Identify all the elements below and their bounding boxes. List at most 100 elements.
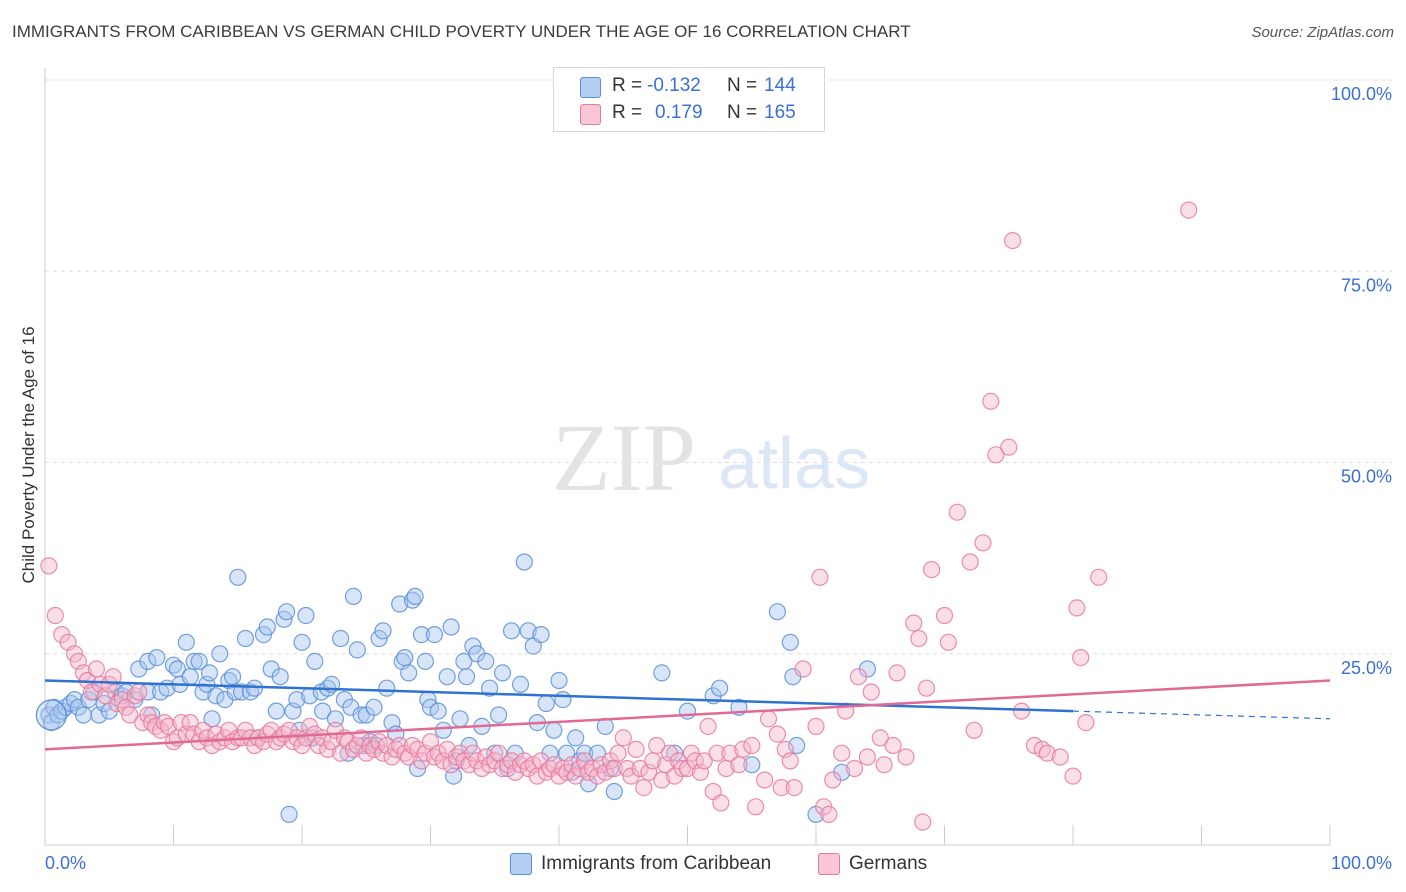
point-germans bbox=[152, 721, 170, 739]
point-germans bbox=[858, 748, 877, 766]
point-germans bbox=[631, 759, 649, 778]
point-caribbean bbox=[293, 633, 311, 651]
point-germans bbox=[965, 721, 983, 739]
point-germans bbox=[845, 759, 864, 778]
point-germans bbox=[917, 679, 936, 697]
point-germans bbox=[721, 744, 739, 762]
point-germans bbox=[1003, 232, 1022, 250]
point-germans bbox=[914, 813, 932, 831]
point-germans bbox=[948, 503, 966, 521]
point-caribbean bbox=[481, 679, 499, 697]
point-germans bbox=[939, 633, 958, 651]
point-caribbean bbox=[416, 652, 434, 671]
point-germans bbox=[897, 748, 915, 766]
point-caribbean bbox=[297, 606, 315, 625]
point-caribbean bbox=[200, 664, 219, 682]
point-caribbean bbox=[348, 641, 366, 659]
point-caribbean bbox=[451, 710, 469, 728]
point-germans bbox=[708, 744, 726, 762]
x-tick-label: 0.0% bbox=[45, 853, 86, 873]
point-caribbean bbox=[185, 652, 203, 671]
point-germans bbox=[875, 756, 893, 774]
point-caribbean bbox=[406, 587, 424, 606]
point-caribbean bbox=[537, 694, 555, 713]
point-germans bbox=[961, 553, 979, 571]
point-caribbean bbox=[314, 702, 332, 720]
point-caribbean bbox=[35, 699, 68, 731]
point-caribbean bbox=[271, 668, 289, 686]
point-germans bbox=[910, 629, 928, 648]
point-germans bbox=[888, 664, 906, 682]
point-caribbean bbox=[229, 568, 247, 586]
point-caribbean bbox=[768, 603, 787, 621]
point-germans bbox=[1012, 702, 1031, 720]
point-germans bbox=[987, 446, 1005, 464]
point-caribbean bbox=[207, 687, 225, 705]
point-caribbean bbox=[653, 664, 671, 682]
trendline-caribbean-extension bbox=[1072, 710, 1331, 720]
legend-r-label: R = bbox=[612, 102, 643, 123]
point-germans bbox=[884, 736, 902, 755]
x-tick-label: 100.0% bbox=[1331, 853, 1392, 873]
point-germans bbox=[824, 771, 842, 789]
legend-n-label: N = bbox=[727, 75, 758, 96]
trendline-caribbean bbox=[44, 679, 1074, 713]
point-caribbean bbox=[177, 633, 195, 651]
point-germans bbox=[1038, 744, 1056, 762]
point-germans bbox=[768, 725, 787, 743]
legend-row-germans: R = 0.179 N = 165 bbox=[554, 101, 824, 127]
point-germans bbox=[695, 752, 713, 770]
bottom-legend-label-caribbean: Immigrants from Caribbean bbox=[541, 853, 772, 874]
point-caribbean bbox=[425, 625, 443, 644]
point-caribbean bbox=[280, 805, 298, 824]
point-caribbean bbox=[434, 721, 452, 739]
point-caribbean bbox=[224, 668, 242, 686]
point-caribbean bbox=[396, 648, 414, 667]
legend-r-value: -0.132 bbox=[647, 75, 701, 96]
point-germans bbox=[862, 683, 880, 701]
point-germans bbox=[905, 614, 923, 632]
point-germans bbox=[730, 756, 748, 774]
point-caribbean bbox=[190, 652, 208, 671]
point-caribbean bbox=[678, 702, 697, 720]
point-germans bbox=[755, 771, 774, 789]
point-germans bbox=[627, 740, 645, 759]
point-caribbean bbox=[306, 652, 324, 671]
point-germans bbox=[820, 805, 838, 824]
point-caribbean bbox=[477, 652, 495, 671]
point-caribbean bbox=[442, 618, 460, 636]
point-caribbean bbox=[148, 648, 166, 667]
point-caribbean bbox=[267, 702, 285, 720]
point-caribbean bbox=[502, 622, 521, 640]
bottom-legend-swatch-caribbean bbox=[510, 853, 532, 875]
point-germans bbox=[785, 778, 803, 797]
point-germans bbox=[130, 683, 148, 701]
y-axis-label: Child Poverty Under the Age of 16 bbox=[19, 326, 38, 583]
watermark-zip: ZIP bbox=[552, 404, 696, 511]
point-caribbean bbox=[743, 756, 761, 774]
point-germans bbox=[712, 794, 730, 812]
point-caribbean bbox=[412, 625, 431, 644]
y-tick-label: 50.0% bbox=[1341, 467, 1392, 487]
axes bbox=[44, 68, 1331, 846]
point-germans bbox=[772, 778, 790, 797]
point-caribbean bbox=[545, 721, 563, 739]
legend-n-label: N = bbox=[727, 102, 758, 123]
point-germans bbox=[1051, 748, 1069, 766]
bottom-legend-swatch-germans bbox=[818, 853, 840, 875]
data-points bbox=[35, 201, 1198, 831]
point-germans bbox=[1072, 648, 1090, 667]
point-germans bbox=[1090, 568, 1108, 586]
point-germans bbox=[609, 744, 627, 762]
point-caribbean bbox=[515, 553, 533, 571]
point-germans bbox=[635, 778, 653, 797]
point-caribbean bbox=[139, 652, 157, 671]
point-caribbean bbox=[400, 664, 418, 682]
point-caribbean bbox=[374, 622, 392, 640]
point-germans bbox=[781, 752, 799, 770]
point-germans bbox=[40, 557, 58, 575]
point-germans bbox=[1000, 438, 1018, 456]
point-caribbean bbox=[464, 637, 482, 655]
point-caribbean bbox=[181, 668, 199, 686]
